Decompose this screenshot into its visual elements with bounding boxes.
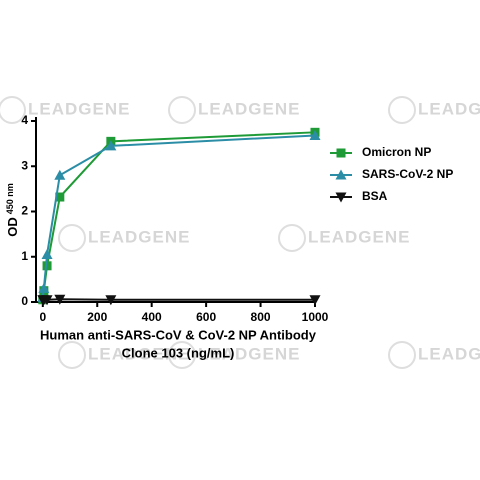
- x-tick-label: 200: [87, 310, 107, 324]
- x-axis-label: Human anti-SARS-CoV & CoV-2 NP Antibody: [40, 327, 317, 342]
- x-tick-label: 800: [251, 310, 271, 324]
- watermark-logo: [58, 341, 86, 369]
- watermark-text: LEADGENE: [88, 227, 190, 246]
- watermark-logo: [168, 96, 196, 124]
- watermark-logo: [278, 224, 306, 252]
- x-tick-label: 0: [39, 310, 46, 324]
- watermark-text: LEADGENE: [198, 99, 300, 118]
- legend-label: BSA: [362, 189, 388, 203]
- watermark-text: LEADGENE: [28, 99, 130, 118]
- watermark-logo: [168, 341, 196, 369]
- marker: [41, 295, 53, 306]
- watermark-text: LEADGENE: [308, 227, 410, 246]
- x-tick-label: 600: [196, 310, 216, 324]
- watermark-text: LEADGENE: [418, 99, 480, 118]
- y-axis-label: OD 450 nm: [5, 183, 20, 237]
- marker: [38, 282, 50, 293]
- watermark-logo: [388, 341, 416, 369]
- y-tick-label: 3: [21, 158, 28, 172]
- plot: 0 1 2 3 4 0 200 400 600 800 1000 Human anti-SARS-Co…: [21, 113, 453, 360]
- watermarks: LEADGENE LEADGENE LEADGENE LEADGENE LEADGENE…: [0, 96, 480, 369]
- legend-marker: [336, 148, 346, 158]
- legend-marker: [335, 192, 347, 203]
- marker: [42, 261, 52, 271]
- y-tick-label: 4: [21, 113, 28, 127]
- watermark-logo: [0, 96, 26, 124]
- marker: [105, 295, 117, 306]
- marker: [309, 129, 321, 140]
- y-label-main: OD: [5, 217, 20, 237]
- y-tick-label: 2: [21, 204, 28, 218]
- watermark-text: LEADGENE: [418, 344, 480, 363]
- legend-label: SARS-CoV-2 NP: [362, 167, 453, 181]
- legend-marker: [335, 169, 347, 180]
- x-axis-label: Clone 103 (ng/mL): [122, 345, 235, 360]
- marker: [55, 192, 65, 202]
- marker: [309, 295, 321, 306]
- y-tick-label: 0: [21, 294, 28, 308]
- y-tick-label: 1: [21, 249, 28, 263]
- watermark-logo: [388, 96, 416, 124]
- legend-label: Omicron NP: [362, 145, 431, 159]
- watermark-text: LEADGENE: [198, 344, 300, 363]
- marker: [105, 140, 117, 151]
- watermark-logo: [58, 224, 86, 252]
- marker: [41, 248, 53, 259]
- marker: [54, 169, 66, 180]
- y-label-sub: 450 nm: [5, 183, 15, 214]
- watermark-text: LEADGENE: [88, 344, 190, 363]
- x-tick-label: 400: [142, 310, 162, 324]
- x-tick-label: 1000: [302, 310, 329, 324]
- marker: [54, 294, 66, 305]
